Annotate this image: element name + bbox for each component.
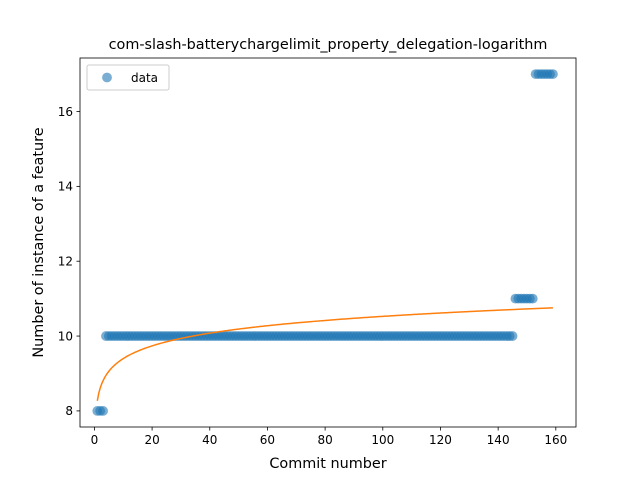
x-tick-label: 120	[429, 433, 452, 447]
legend: data	[86, 64, 170, 91]
x-tick-label: 0	[91, 433, 99, 447]
y-tick-label: 8	[65, 404, 73, 418]
x-tick-label: 60	[260, 433, 275, 447]
x-tick-label: 20	[144, 433, 159, 447]
x-tick-label: 140	[487, 433, 510, 447]
y-axis-label: Number of instance of a feature	[31, 127, 47, 357]
y-tick-label: 12	[58, 255, 73, 269]
data-point	[98, 406, 108, 416]
x-tick-label: 160	[544, 433, 567, 447]
x-axis-label: Commit number	[269, 456, 386, 472]
x-tick-label: 100	[371, 433, 394, 447]
legend-marker-data	[102, 72, 112, 83]
data-point	[527, 293, 538, 304]
legend-box	[86, 64, 170, 91]
legend-label-data: data	[131, 71, 158, 85]
fit-line	[96, 307, 553, 401]
data-point	[507, 331, 518, 341]
y-tick-label: 14	[58, 180, 73, 194]
axes-frame	[79, 57, 577, 428]
chart-title: com-slash-batterychargelimit_property_de…	[109, 37, 548, 53]
ticks: 0 20 40 60 80 100 120 140 160 8 10 12 14 16	[58, 105, 568, 447]
x-tick-label: 80	[317, 433, 332, 447]
x-tick-label: 40	[202, 433, 217, 447]
y-tick-label: 10	[58, 329, 73, 343]
plot-area	[92, 69, 558, 416]
data-point	[548, 69, 558, 79]
y-tick-label: 16	[58, 105, 73, 119]
